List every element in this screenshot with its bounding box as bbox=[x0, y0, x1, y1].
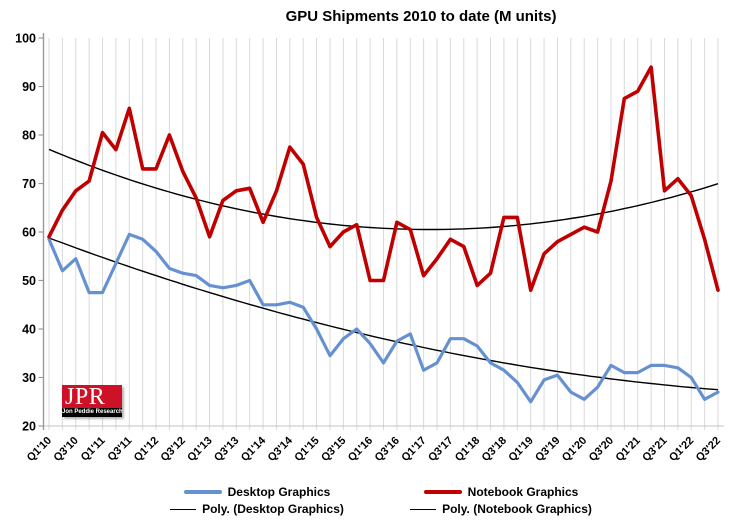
y-axis-label: 20 bbox=[22, 420, 36, 434]
plot-area: 2030405060708090100Q1'10Q3'10Q1'11Q3'11Q… bbox=[15, 32, 724, 464]
x-axis-label: Q3'13 bbox=[212, 435, 241, 464]
legend-item-notebook: Notebook Graphics bbox=[423, 484, 579, 500]
x-axis-label: Q3'10 bbox=[52, 435, 81, 464]
x-axis-label: Q1'20 bbox=[560, 435, 589, 464]
x-axis-label: Q1'21 bbox=[613, 435, 642, 464]
chart-title: GPU Shipments 2010 to date (M units) bbox=[285, 8, 557, 25]
x-axis-label: Q3'17 bbox=[426, 435, 455, 464]
x-axis-label: Q1'11 bbox=[79, 435, 108, 464]
y-axis-label: 90 bbox=[22, 80, 36, 94]
legend: Desktop Graphics Poly. (Desktop Graphics… bbox=[0, 484, 750, 524]
x-axis-label: Q1'16 bbox=[346, 435, 375, 464]
jpr-logo-acronym: JPR bbox=[62, 385, 122, 408]
y-axis-label: 40 bbox=[22, 323, 36, 337]
x-axis-label: Q1'10 bbox=[25, 435, 54, 464]
legend-label-desktop: Desktop Graphics bbox=[227, 485, 331, 499]
x-axis-label: Q3'19 bbox=[533, 435, 562, 464]
legend-column-notebook: Notebook Graphics Poly. (Notebook Graphi… bbox=[366, 484, 636, 517]
legend-item-poly-notebook: Poly. (Notebook Graphics) bbox=[410, 501, 592, 517]
y-axis-label: 70 bbox=[22, 177, 36, 191]
x-axis-label: Q3'16 bbox=[373, 435, 402, 464]
x-axis-label: Q1'13 bbox=[185, 435, 214, 464]
y-axis-label: 60 bbox=[22, 226, 36, 240]
x-axis-label: Q1'17 bbox=[399, 435, 428, 464]
x-axis-label: Q3'18 bbox=[480, 435, 509, 464]
y-axis-label: 50 bbox=[22, 274, 36, 288]
series-line-notebook bbox=[47, 65, 720, 292]
trendline-desktop bbox=[48, 237, 719, 391]
x-axis-label: Q1'12 bbox=[132, 435, 161, 464]
x-axis-label: Q3'21 bbox=[640, 435, 669, 464]
poly-desktop-swatch-icon bbox=[170, 508, 197, 510]
x-axis-label: Q3'20 bbox=[587, 435, 616, 464]
poly-notebook-swatch-icon bbox=[410, 508, 437, 510]
trendline-notebook bbox=[48, 148, 719, 231]
desktop-series-swatch-icon bbox=[183, 490, 222, 494]
legend-label-notebook: Notebook Graphics bbox=[467, 485, 579, 499]
x-axis-label: Q3'14 bbox=[266, 434, 296, 464]
legend-item-poly-desktop: Poly. (Desktop Graphics) bbox=[170, 501, 344, 517]
x-axis-label: Q3'15 bbox=[319, 435, 348, 464]
x-axis-label: Q3'22 bbox=[694, 435, 723, 464]
legend-label-poly-desktop: Poly. (Desktop Graphics) bbox=[202, 502, 344, 516]
x-axis-label: Q3'11 bbox=[105, 435, 134, 464]
x-axis-label: Q1'14 bbox=[239, 434, 269, 464]
x-axis-label: Q1'22 bbox=[667, 435, 696, 464]
x-axis-label: Q1'18 bbox=[453, 435, 482, 464]
jpr-logo: JPR Jon Peddie Research bbox=[62, 385, 122, 417]
jpr-logo-caption: Jon Peddie Research bbox=[62, 408, 122, 417]
x-axis-label: Q1'15 bbox=[292, 435, 321, 464]
x-axis-label: Q1'19 bbox=[506, 435, 535, 464]
y-axis-label: 100 bbox=[15, 32, 36, 46]
y-axis-label: 80 bbox=[22, 129, 36, 143]
legend-item-desktop: Desktop Graphics bbox=[183, 484, 331, 500]
legend-label-poly-notebook: Poly. (Notebook Graphics) bbox=[442, 502, 592, 516]
series-line-desktop bbox=[47, 232, 720, 404]
y-axis-label: 30 bbox=[22, 371, 36, 385]
x-axis-label: Q3'12 bbox=[159, 435, 188, 464]
legend-column-desktop: Desktop Graphics Poly. (Desktop Graphics… bbox=[122, 484, 392, 517]
notebook-series-swatch-icon bbox=[423, 490, 462, 494]
